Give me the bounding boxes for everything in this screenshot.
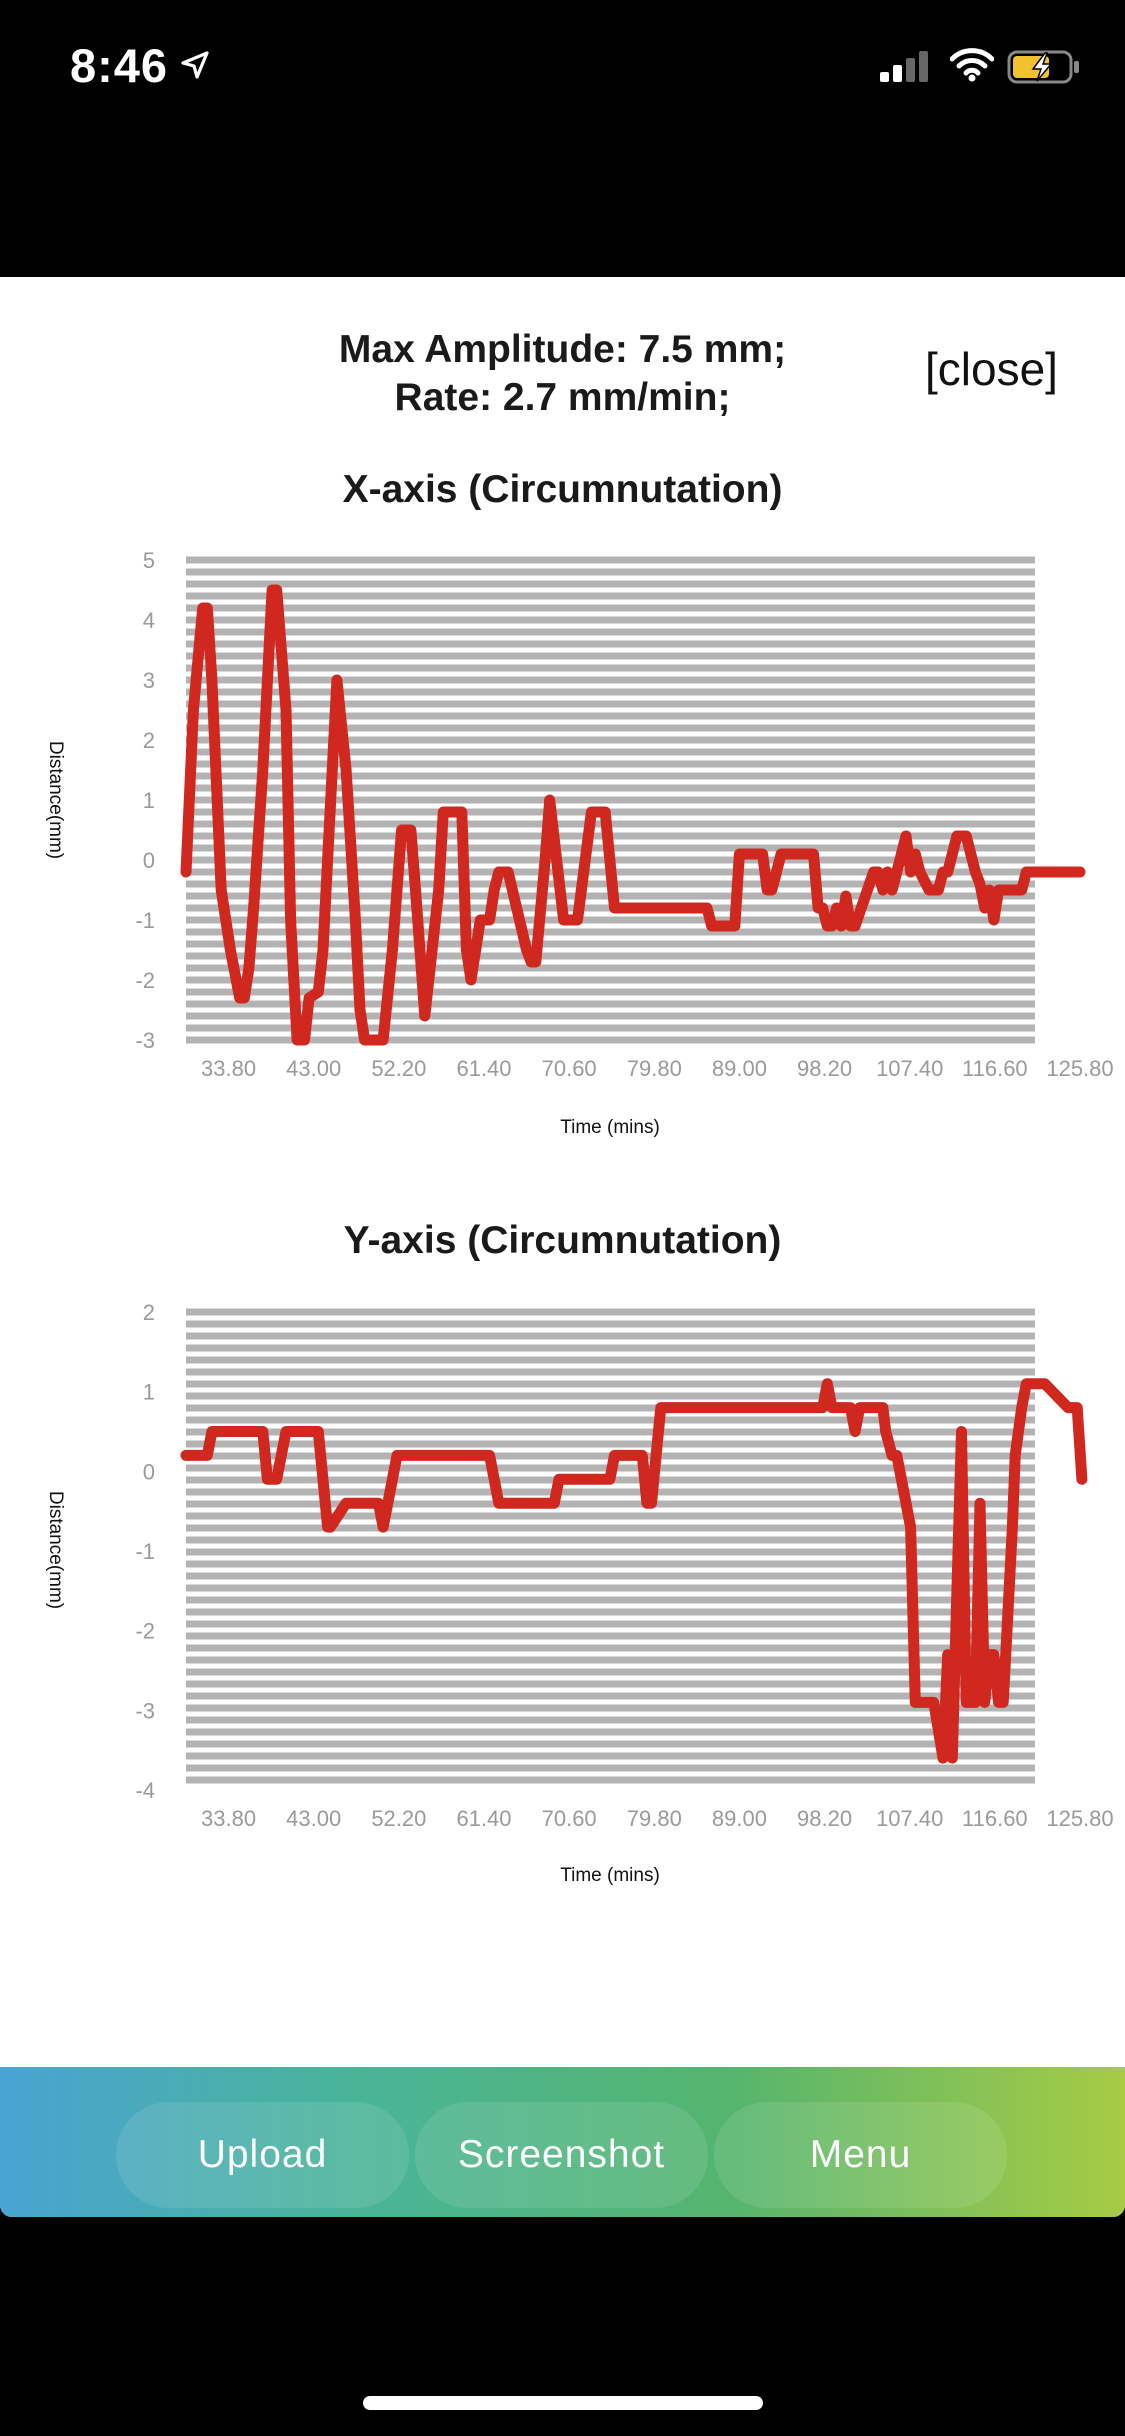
x-tick-label: 33.80 bbox=[201, 1056, 256, 1081]
wifi-icon bbox=[950, 48, 994, 82]
y-tick-label: -1 bbox=[135, 1539, 155, 1564]
y-tick-label: 5 bbox=[143, 548, 155, 573]
y-tick-label: -3 bbox=[135, 1028, 155, 1053]
y-axis-chart: 2 1 0 -1 -2 -3 -4 33.80 43.00 52.20 61.40 70.60 79.8… bbox=[45, 1300, 1114, 1886]
y-axis-chart-ylabel: Distance(mm) bbox=[45, 1491, 66, 1609]
x-tick-label: 61.40 bbox=[456, 1806, 511, 1831]
y-tick-label: 1 bbox=[143, 1380, 155, 1405]
x-tick-label: 98.20 bbox=[797, 1056, 852, 1081]
location-arrow-icon bbox=[181, 51, 209, 79]
x-tick-label: 70.60 bbox=[542, 1056, 597, 1081]
x-tick-label: 33.80 bbox=[201, 1806, 256, 1831]
x-axis-chart-xlabel: Time (mins) bbox=[560, 1117, 660, 1138]
x-tick-label: 52.20 bbox=[371, 1806, 426, 1831]
x-tick-label: 79.80 bbox=[627, 1056, 682, 1081]
series-line-y bbox=[180, 1378, 1088, 1764]
cellular-signal-icon bbox=[880, 51, 928, 82]
y-tick-label: -2 bbox=[135, 968, 155, 993]
y-axis-chart-xlabel: Time (mins) bbox=[560, 1865, 660, 1886]
y-tick-label: 0 bbox=[143, 1459, 155, 1484]
y-tick-label: -1 bbox=[135, 908, 155, 933]
results-panel bbox=[0, 277, 1125, 2217]
x-tick-label: 52.20 bbox=[371, 1056, 426, 1081]
x-axis-chart-ylabel: Distance(mm) bbox=[45, 741, 66, 859]
x-tick-label: 79.80 bbox=[627, 1806, 682, 1831]
series-line-x bbox=[180, 584, 1086, 1046]
max-amplitude-text: Max Amplitude: 7.5 mm; bbox=[338, 328, 787, 371]
x-tick-label: 125.80 bbox=[1046, 1056, 1113, 1081]
y-tick-label: 3 bbox=[143, 668, 155, 693]
x-tick-label: 70.60 bbox=[542, 1806, 597, 1831]
x-tick-label: 98.20 bbox=[797, 1806, 852, 1831]
x-tick-label: 61.40 bbox=[456, 1056, 511, 1081]
x-axis-chart: 5 4 3 2 1 0 -1 -2 -3 33.80 43.00 52.20 61.40 70.60 79.… bbox=[45, 548, 1114, 1138]
y-tick-label: 0 bbox=[143, 848, 155, 873]
x-tick-label: 116.60 bbox=[962, 1806, 1028, 1831]
battery-charging-icon bbox=[1007, 50, 1079, 84]
status-time: 8:46 bbox=[70, 39, 169, 92]
bottom-toolbar: Upload Screenshot Menu bbox=[0, 2067, 1125, 2217]
y-tick-label: 2 bbox=[143, 1300, 155, 1325]
x-tick-label: 89.00 bbox=[712, 1056, 767, 1081]
x-tick-label: 107.40 bbox=[876, 1806, 943, 1831]
x-axis-chart-title: X-axis (Circumnutation) bbox=[342, 468, 783, 511]
screenshot-button[interactable]: Screenshot bbox=[415, 2102, 708, 2208]
x-tick-label: 89.00 bbox=[712, 1806, 767, 1831]
y-tick-label: 2 bbox=[143, 728, 155, 753]
y-axis-chart-title: Y-axis (Circumnutation) bbox=[343, 1219, 782, 1262]
status-bar: 8:46 bbox=[0, 0, 1125, 140]
home-indicator[interactable] bbox=[363, 2396, 763, 2410]
y-tick-label: -2 bbox=[135, 1619, 155, 1644]
x-tick-label: 43.00 bbox=[286, 1056, 341, 1081]
summary-stats: Max Amplitude: 7.5 mm; Rate: 2.7 mm/min; bbox=[0, 326, 1125, 422]
upload-button[interactable]: Upload bbox=[116, 2102, 409, 2208]
rate-text: Rate: 2.7 mm/min; bbox=[394, 376, 731, 419]
x-tick-label: 116.60 bbox=[962, 1056, 1028, 1081]
x-tick-label: 125.80 bbox=[1046, 1806, 1113, 1831]
y-tick-label: 1 bbox=[143, 788, 155, 813]
x-tick-label: 107.40 bbox=[876, 1056, 943, 1081]
y-tick-label: -3 bbox=[135, 1698, 155, 1723]
y-tick-label: 4 bbox=[143, 608, 155, 633]
close-button[interactable]: [close] bbox=[925, 343, 1058, 395]
x-tick-label: 43.00 bbox=[286, 1806, 341, 1831]
y-tick-label: -4 bbox=[135, 1778, 155, 1803]
menu-button[interactable]: Menu bbox=[714, 2102, 1007, 2208]
